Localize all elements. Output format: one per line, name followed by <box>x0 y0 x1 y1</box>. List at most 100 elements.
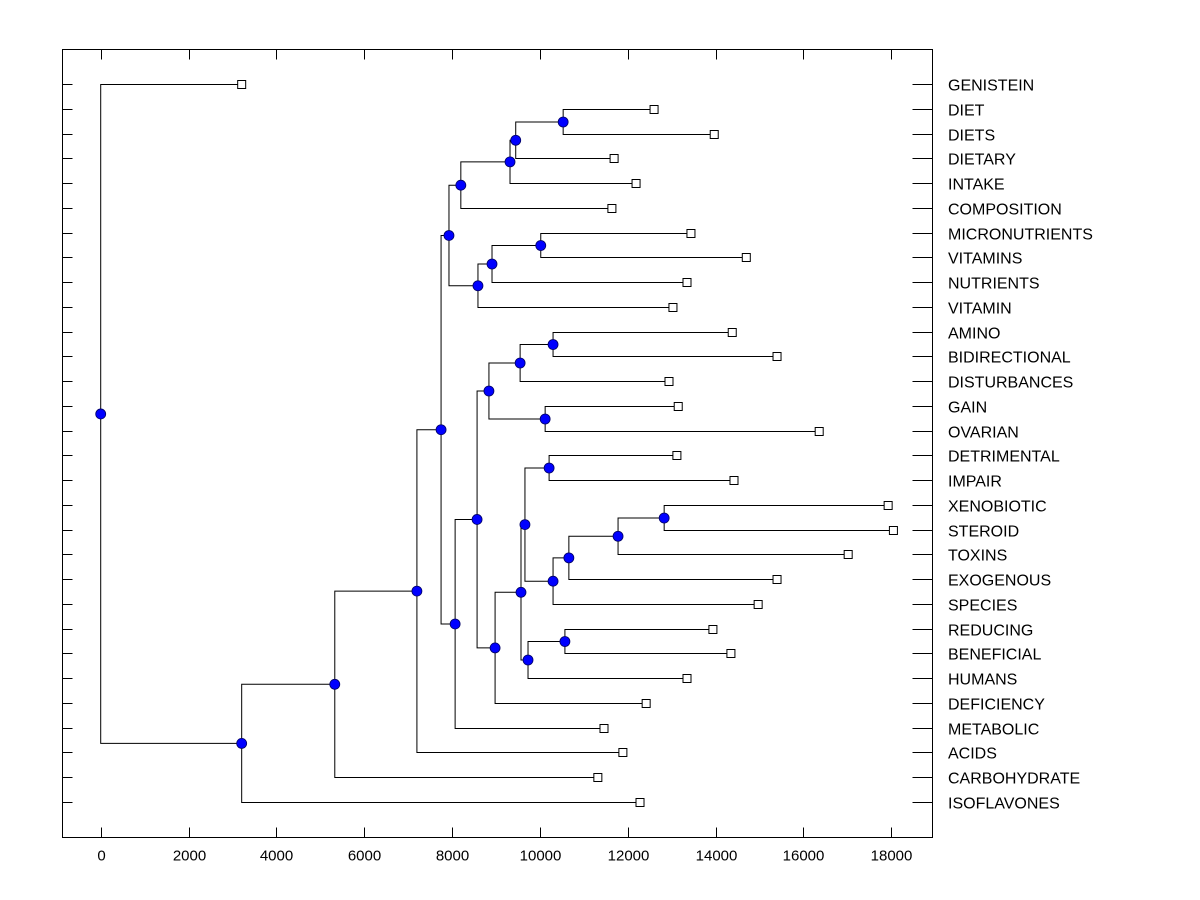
branch <box>100 413 242 744</box>
branch <box>440 429 456 625</box>
leaf-label: IMPAIR <box>948 474 1002 491</box>
branch <box>564 629 713 642</box>
branch <box>527 641 565 660</box>
leaf-label: SPECIES <box>948 598 1017 615</box>
branch <box>448 235 478 287</box>
leaf-label: DIET <box>948 103 985 120</box>
branch <box>416 591 623 753</box>
leaf-label: BENEFICIAL <box>948 647 1041 664</box>
cluster-node-marker <box>483 385 495 397</box>
cluster-node-marker <box>455 179 467 191</box>
leaf-label: REDUCING <box>948 623 1033 640</box>
x-tick-label: 4000 <box>260 848 293 865</box>
leaf-marker <box>664 377 674 386</box>
leaf-label: STEROID <box>948 524 1019 541</box>
branch <box>334 684 598 778</box>
branch <box>520 592 529 661</box>
leaf-marker <box>593 773 603 782</box>
leaf-marker <box>618 748 628 757</box>
leaf-label: COMPOSITION <box>948 202 1062 219</box>
leaf-marker <box>708 625 718 634</box>
branch <box>241 743 641 803</box>
branch <box>454 518 478 624</box>
leaf-label: MICRONUTRIENTS <box>948 227 1093 244</box>
leaf-label: DEFICIENCY <box>948 697 1045 714</box>
branch <box>548 468 734 481</box>
branch <box>568 535 619 558</box>
cluster-node-marker <box>411 585 423 597</box>
branch <box>544 406 679 419</box>
x-tick-label: 10000 <box>520 848 562 865</box>
branch <box>515 140 615 159</box>
branch <box>548 455 677 468</box>
leaf-label: TOXINS <box>948 548 1007 565</box>
branch <box>524 524 554 582</box>
cluster-node-marker <box>557 116 569 128</box>
branch <box>520 524 525 593</box>
leaf-label: XENOBIOTIC <box>948 499 1047 516</box>
cluster-node-marker <box>514 357 526 369</box>
leaf-label: GAIN <box>948 400 987 417</box>
x-tick-label: 6000 <box>348 848 381 865</box>
x-tick-label: 0 <box>97 848 105 865</box>
cluster-node-marker <box>489 642 501 654</box>
branch <box>568 557 778 580</box>
branch <box>416 429 442 592</box>
leaf-marker <box>883 501 893 510</box>
leaf-label: ACIDS <box>948 746 997 763</box>
leaf-label: INTAKE <box>948 177 1005 194</box>
x-tick-label: 12000 <box>608 848 650 865</box>
x-tick-label: 2000 <box>173 848 206 865</box>
branch <box>663 505 889 518</box>
leaf-label: VITAMIN <box>948 301 1012 318</box>
leaf-marker <box>635 798 645 807</box>
x-tick-label: 14000 <box>696 848 738 865</box>
leaf-marker <box>727 328 737 337</box>
branch <box>454 623 604 729</box>
leaf-marker <box>641 699 651 708</box>
cluster-node-marker <box>449 618 461 630</box>
leaf-marker <box>772 575 782 584</box>
leaf-label: DIETARY <box>948 152 1016 169</box>
axis-ticks <box>62 49 933 838</box>
leaf-marker <box>599 724 609 733</box>
branch <box>460 161 511 186</box>
leaf-marker <box>237 80 247 89</box>
branch <box>491 245 541 264</box>
branch <box>476 519 496 649</box>
leaf-label: NUTRIENTS <box>948 276 1040 293</box>
leaf-labels: GENISTEIN DIET DIETS DIETARY INTAKE COMPOSITI… <box>948 78 1093 813</box>
leaf-label: EXOGENOUS <box>948 573 1051 590</box>
branch <box>552 332 733 345</box>
leaf-marker <box>729 476 739 485</box>
leaf-marker <box>709 130 719 139</box>
cluster-node-marker <box>658 512 670 524</box>
cluster-node-marker <box>543 462 555 474</box>
branch <box>519 344 554 363</box>
branch <box>524 467 550 525</box>
branch <box>509 161 637 184</box>
leaf-marker <box>888 526 898 535</box>
branch <box>477 285 673 308</box>
branch <box>460 185 612 209</box>
branch <box>491 264 688 283</box>
leaf-marker <box>753 600 763 609</box>
branch <box>488 391 546 420</box>
cluster-node-marker <box>559 636 571 647</box>
branch <box>562 109 655 122</box>
leaf-label: ISOFLAVONES <box>948 796 1060 813</box>
cluster-node-marker <box>504 156 516 168</box>
branch <box>540 245 747 258</box>
cluster-node-marker <box>472 280 484 292</box>
leaf-label: DETRIMENTAL <box>948 449 1060 466</box>
leaf-markers <box>237 80 898 807</box>
branch <box>448 184 461 236</box>
cluster-node-marker <box>471 514 483 525</box>
leaf-marker <box>726 649 736 658</box>
leaf-marker <box>607 204 617 213</box>
leaf-label: DISTURBANCES <box>948 375 1073 392</box>
leaf-label: VITAMINS <box>948 251 1022 268</box>
cluster-node-marker <box>539 413 551 425</box>
branch <box>544 419 820 432</box>
leaf-marker <box>631 179 641 188</box>
